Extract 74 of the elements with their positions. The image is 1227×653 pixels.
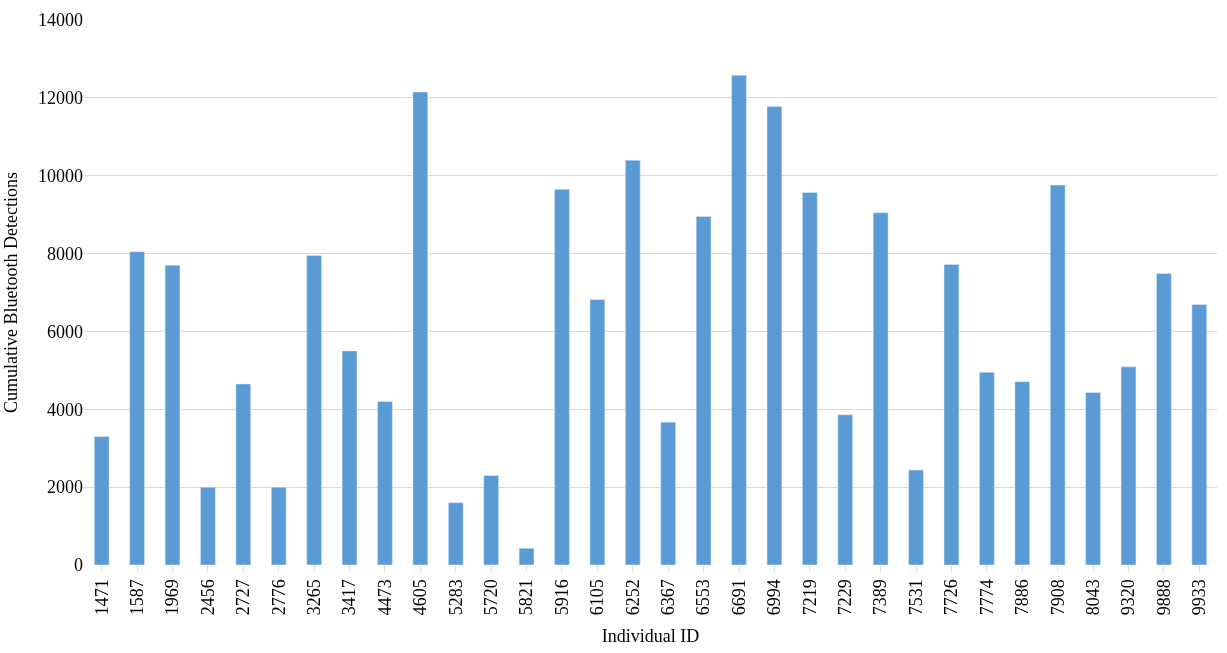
bar (518, 548, 535, 565)
x-tick-label: 8043 (1082, 579, 1103, 616)
x-tick-label: 6367 (658, 579, 679, 616)
x-tick-label: 7531 (905, 579, 926, 616)
y-tick-label: 12000 (38, 88, 83, 109)
bar (94, 436, 110, 565)
x-tick-label: 9933 (1189, 579, 1210, 616)
bar (200, 486, 216, 565)
bar (660, 421, 676, 565)
x-tick-label: 7229 (835, 579, 856, 616)
bar (235, 383, 252, 565)
x-tick-label: 6553 (693, 579, 714, 616)
y-tick-label: 14000 (38, 10, 83, 31)
bar (731, 75, 747, 565)
bar (483, 475, 499, 565)
x-tick-label: 4605 (410, 579, 431, 616)
x-tick-label: 3265 (303, 579, 324, 616)
x-tick-label: 9320 (1118, 579, 1139, 616)
bar (979, 372, 995, 565)
x-tick-label: 6994 (764, 579, 785, 616)
bar (625, 159, 641, 565)
x-tick-label: 7389 (870, 579, 891, 616)
bar (1049, 184, 1066, 565)
bar (341, 350, 358, 565)
bar (271, 486, 287, 565)
bar (695, 216, 712, 565)
x-tick-label: 5821 (516, 579, 537, 616)
y-tick-label: 6000 (47, 321, 83, 342)
bar (837, 414, 853, 565)
y-axis-title: Cumulative Bluetooth Detections (1, 172, 22, 413)
x-tick-label: 5720 (481, 579, 502, 616)
x-tick-label: 5916 (551, 579, 572, 616)
bar (129, 251, 145, 565)
bar (554, 189, 570, 565)
x-axis-title: Individual ID (601, 626, 700, 647)
bar (802, 192, 818, 565)
x-tick-label: 2456 (197, 579, 218, 616)
bar (1014, 381, 1030, 565)
bar (306, 255, 322, 565)
y-tick-label: 4000 (47, 399, 83, 420)
x-tick-label: 3417 (339, 579, 360, 616)
bar (448, 502, 464, 565)
y-tick-label: 2000 (47, 477, 83, 498)
bar (908, 469, 924, 565)
bar (1156, 273, 1172, 565)
bar (412, 91, 429, 565)
x-tick-label: 1471 (91, 579, 112, 616)
x-tick-label: 1587 (126, 579, 147, 616)
x-tick-label: 6105 (587, 579, 608, 616)
bar (377, 401, 393, 565)
bar (1085, 392, 1101, 565)
x-tick-label: 2776 (268, 579, 289, 616)
bar (943, 264, 960, 565)
bar (1120, 366, 1137, 565)
x-tick-label: 4473 (374, 579, 395, 616)
x-tick-label: 9888 (1153, 579, 1174, 616)
bar (164, 265, 181, 565)
x-tick-label: 2727 (233, 579, 254, 616)
y-tick-label: 8000 (47, 243, 83, 264)
bar (589, 299, 606, 565)
x-tick-label: 7219 (799, 579, 820, 616)
y-tick-label: 0 (74, 555, 83, 576)
x-tick-label: 5283 (445, 579, 466, 616)
y-tick-label: 10000 (38, 166, 83, 187)
x-tick-label: 7886 (1012, 579, 1033, 616)
x-tick-label: 1969 (162, 579, 183, 616)
bar (766, 106, 783, 565)
x-tick-label: 6691 (728, 579, 749, 616)
x-tick-label: 7726 (941, 579, 962, 616)
bar (1191, 304, 1207, 565)
bar (872, 212, 889, 565)
x-tick-label: 6252 (622, 579, 643, 616)
x-tick-label: 7908 (1047, 579, 1068, 616)
x-tick-label: 7774 (976, 579, 997, 616)
